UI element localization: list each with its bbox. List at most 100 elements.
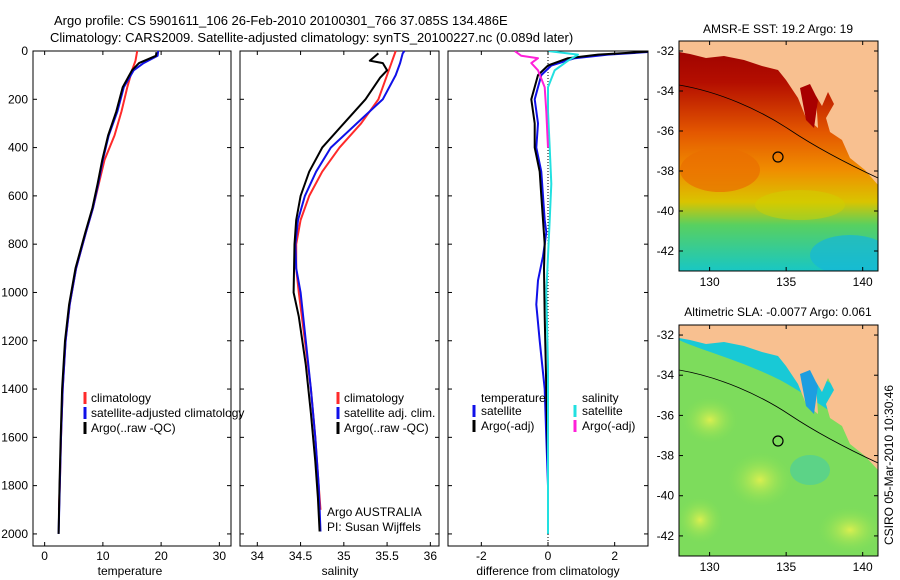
series-line-temperature-satellite: [533, 51, 648, 534]
x-tick-label: 35: [337, 549, 351, 563]
x-tick-label: 36: [424, 549, 438, 563]
series-line-argo-raw-qc: [292, 52, 389, 532]
series-line-salinity-satellite: [545, 51, 579, 534]
x-tick-label: -2: [476, 549, 487, 563]
lon-tick-label: 135: [776, 560, 796, 574]
x-tick-label: 34.5: [289, 549, 313, 563]
x-tick-label: 2: [611, 549, 618, 563]
lat-tick-label: -36: [657, 124, 675, 138]
legend-salinity-header: salinity: [582, 391, 619, 405]
series-line-climatology: [57, 50, 139, 510]
sst-map-frame: [678, 40, 879, 272]
lat-tick-label: -36: [657, 408, 675, 422]
depth-tick-label: 2000: [1, 527, 28, 541]
lon-tick-label: 130: [700, 560, 720, 574]
sla-coastal-band: [679, 330, 878, 440]
x-tick-label: 34: [251, 549, 265, 563]
sst-blue-patch: [810, 235, 878, 271]
legend-climatology-label: climatology: [344, 391, 404, 405]
series-line-argo-raw-qc: [57, 52, 158, 534]
lon-tick-label: 135: [776, 275, 796, 289]
sst-float-marker: [772, 151, 784, 163]
profile-panel-2: [514, 51, 648, 534]
sst-land: [679, 41, 878, 185]
difference-legend: temperature satellite Argo(-adj) salinit…: [472, 391, 635, 433]
lat-tick-label: -34: [657, 84, 675, 98]
x-tick-label: 0: [41, 549, 48, 563]
lat-tick-label: -38: [657, 164, 675, 178]
lat-tick-label: -42: [657, 529, 675, 543]
temperature-panel-frame: [32, 50, 232, 547]
legend-temp-satellite-label: satellite: [481, 404, 522, 418]
lon-tick-label: 140: [853, 275, 873, 289]
legend-argo-label: Argo(..raw -QC): [344, 421, 429, 435]
sla-blob-5: [790, 455, 830, 485]
lon-tick-label: 130: [700, 275, 720, 289]
sla-land: [679, 325, 878, 470]
lat-tick-label: -32: [657, 328, 675, 342]
x-tick-label: 30: [213, 549, 227, 563]
x-axis-ticks: 0 10 20 30 34 34.5 35 35.5 36 -2 0 2: [41, 51, 618, 563]
depth-tick-label: 800: [8, 237, 28, 251]
sla-map: [679, 325, 878, 556]
temperature-axis-label: temperature: [98, 564, 163, 578]
temperature-legend: climatology satellite-adjusted climatolo…: [83, 391, 244, 435]
legend-sal-satellite-label: satellite: [582, 404, 623, 418]
profile-panel-0: [57, 50, 160, 534]
legend-argo-label: Argo(..raw -QC): [91, 421, 176, 435]
sst-map-title: AMSR-E SST: 19.2 Argo: 19: [703, 22, 853, 36]
credit-line1: Argo AUSTRALIA: [327, 505, 422, 519]
depth-tick-label: 600: [8, 189, 28, 203]
sla-blob-2: [725, 450, 795, 510]
lat-tick-label: -32: [657, 44, 675, 58]
legend-climatology-label: climatology: [91, 391, 151, 405]
sla-float-marker: [772, 435, 784, 447]
lon-tick-label: 140: [853, 560, 873, 574]
sst-warm-patch: [680, 148, 760, 192]
legend-sal-argo-label: Argo(-adj): [582, 419, 635, 433]
depth-tick-label: 400: [8, 141, 28, 155]
series-line-satellite-adj-clim: [294, 50, 406, 532]
depth-tick-label: 1200: [1, 334, 28, 348]
sla-shelf-contour: [679, 369, 878, 464]
salinity-panel-frame: [239, 50, 440, 547]
lat-tick-label: -40: [657, 204, 675, 218]
figure-title-line1: Argo profile: CS 5901611_106 26-Feb-2010…: [54, 13, 508, 28]
depth-axis: 0 200 400 600 800 1000 1200 1400 1600 1800 2000: [1, 44, 648, 541]
sst-cool-patch: [755, 190, 845, 220]
depth-tick-label: 1000: [1, 285, 28, 299]
lat-tick-label: -38: [657, 449, 675, 463]
x-tick-label: 10: [96, 549, 110, 563]
sla-blob-1: [680, 395, 740, 445]
x-tick-label: 20: [154, 549, 168, 563]
depth-tick-label: 1600: [1, 430, 28, 444]
depth-tick-label: 200: [8, 92, 28, 106]
depth-tick-label: 1800: [1, 479, 28, 493]
sst-gulf-water: [800, 84, 818, 128]
legend-satellite-label: satellite-adjusted climatology: [91, 406, 244, 420]
series-line-temperature-argo-adj: [530, 51, 648, 534]
sla-map-frame: [678, 324, 879, 557]
sla-map-ticks: -32 -34 -36 -38 -40 -42 130 135 140: [657, 325, 878, 574]
profile-panel-1: [292, 50, 406, 532]
x-tick-label: 0: [545, 549, 552, 563]
credit-line2: PI: Susan Wijffels: [327, 520, 421, 534]
sst-shelf-contour: [679, 84, 878, 179]
sst-map-ticks: -32 -34 -36 -38 -40 -42 130 135 140: [657, 41, 878, 289]
salinity-legend: climatology satellite adj. clim. Argo(..…: [327, 391, 435, 534]
lat-tick-label: -34: [657, 368, 675, 382]
difference-axis-label: difference from climatology: [476, 564, 619, 578]
sla-map-title: Altimetric SLA: -0.0077 Argo: 0.061: [684, 305, 872, 319]
sla-blob-3: [815, 505, 878, 555]
lat-tick-label: -40: [657, 489, 675, 503]
sst-map: [679, 41, 878, 271]
legend-satellite-label: satellite adj. clim.: [344, 406, 435, 420]
lat-tick-label: -42: [657, 244, 675, 258]
salinity-axis-label: salinity: [322, 564, 359, 578]
profile-lines: [57, 50, 648, 534]
depth-tick-label: 1400: [1, 382, 28, 396]
legend-temp-argo-label: Argo(-adj): [481, 419, 534, 433]
depth-tick-label: 0: [21, 44, 28, 58]
side-timestamp: CSIRO 05-Mar-2010 10:30:46: [882, 385, 896, 545]
